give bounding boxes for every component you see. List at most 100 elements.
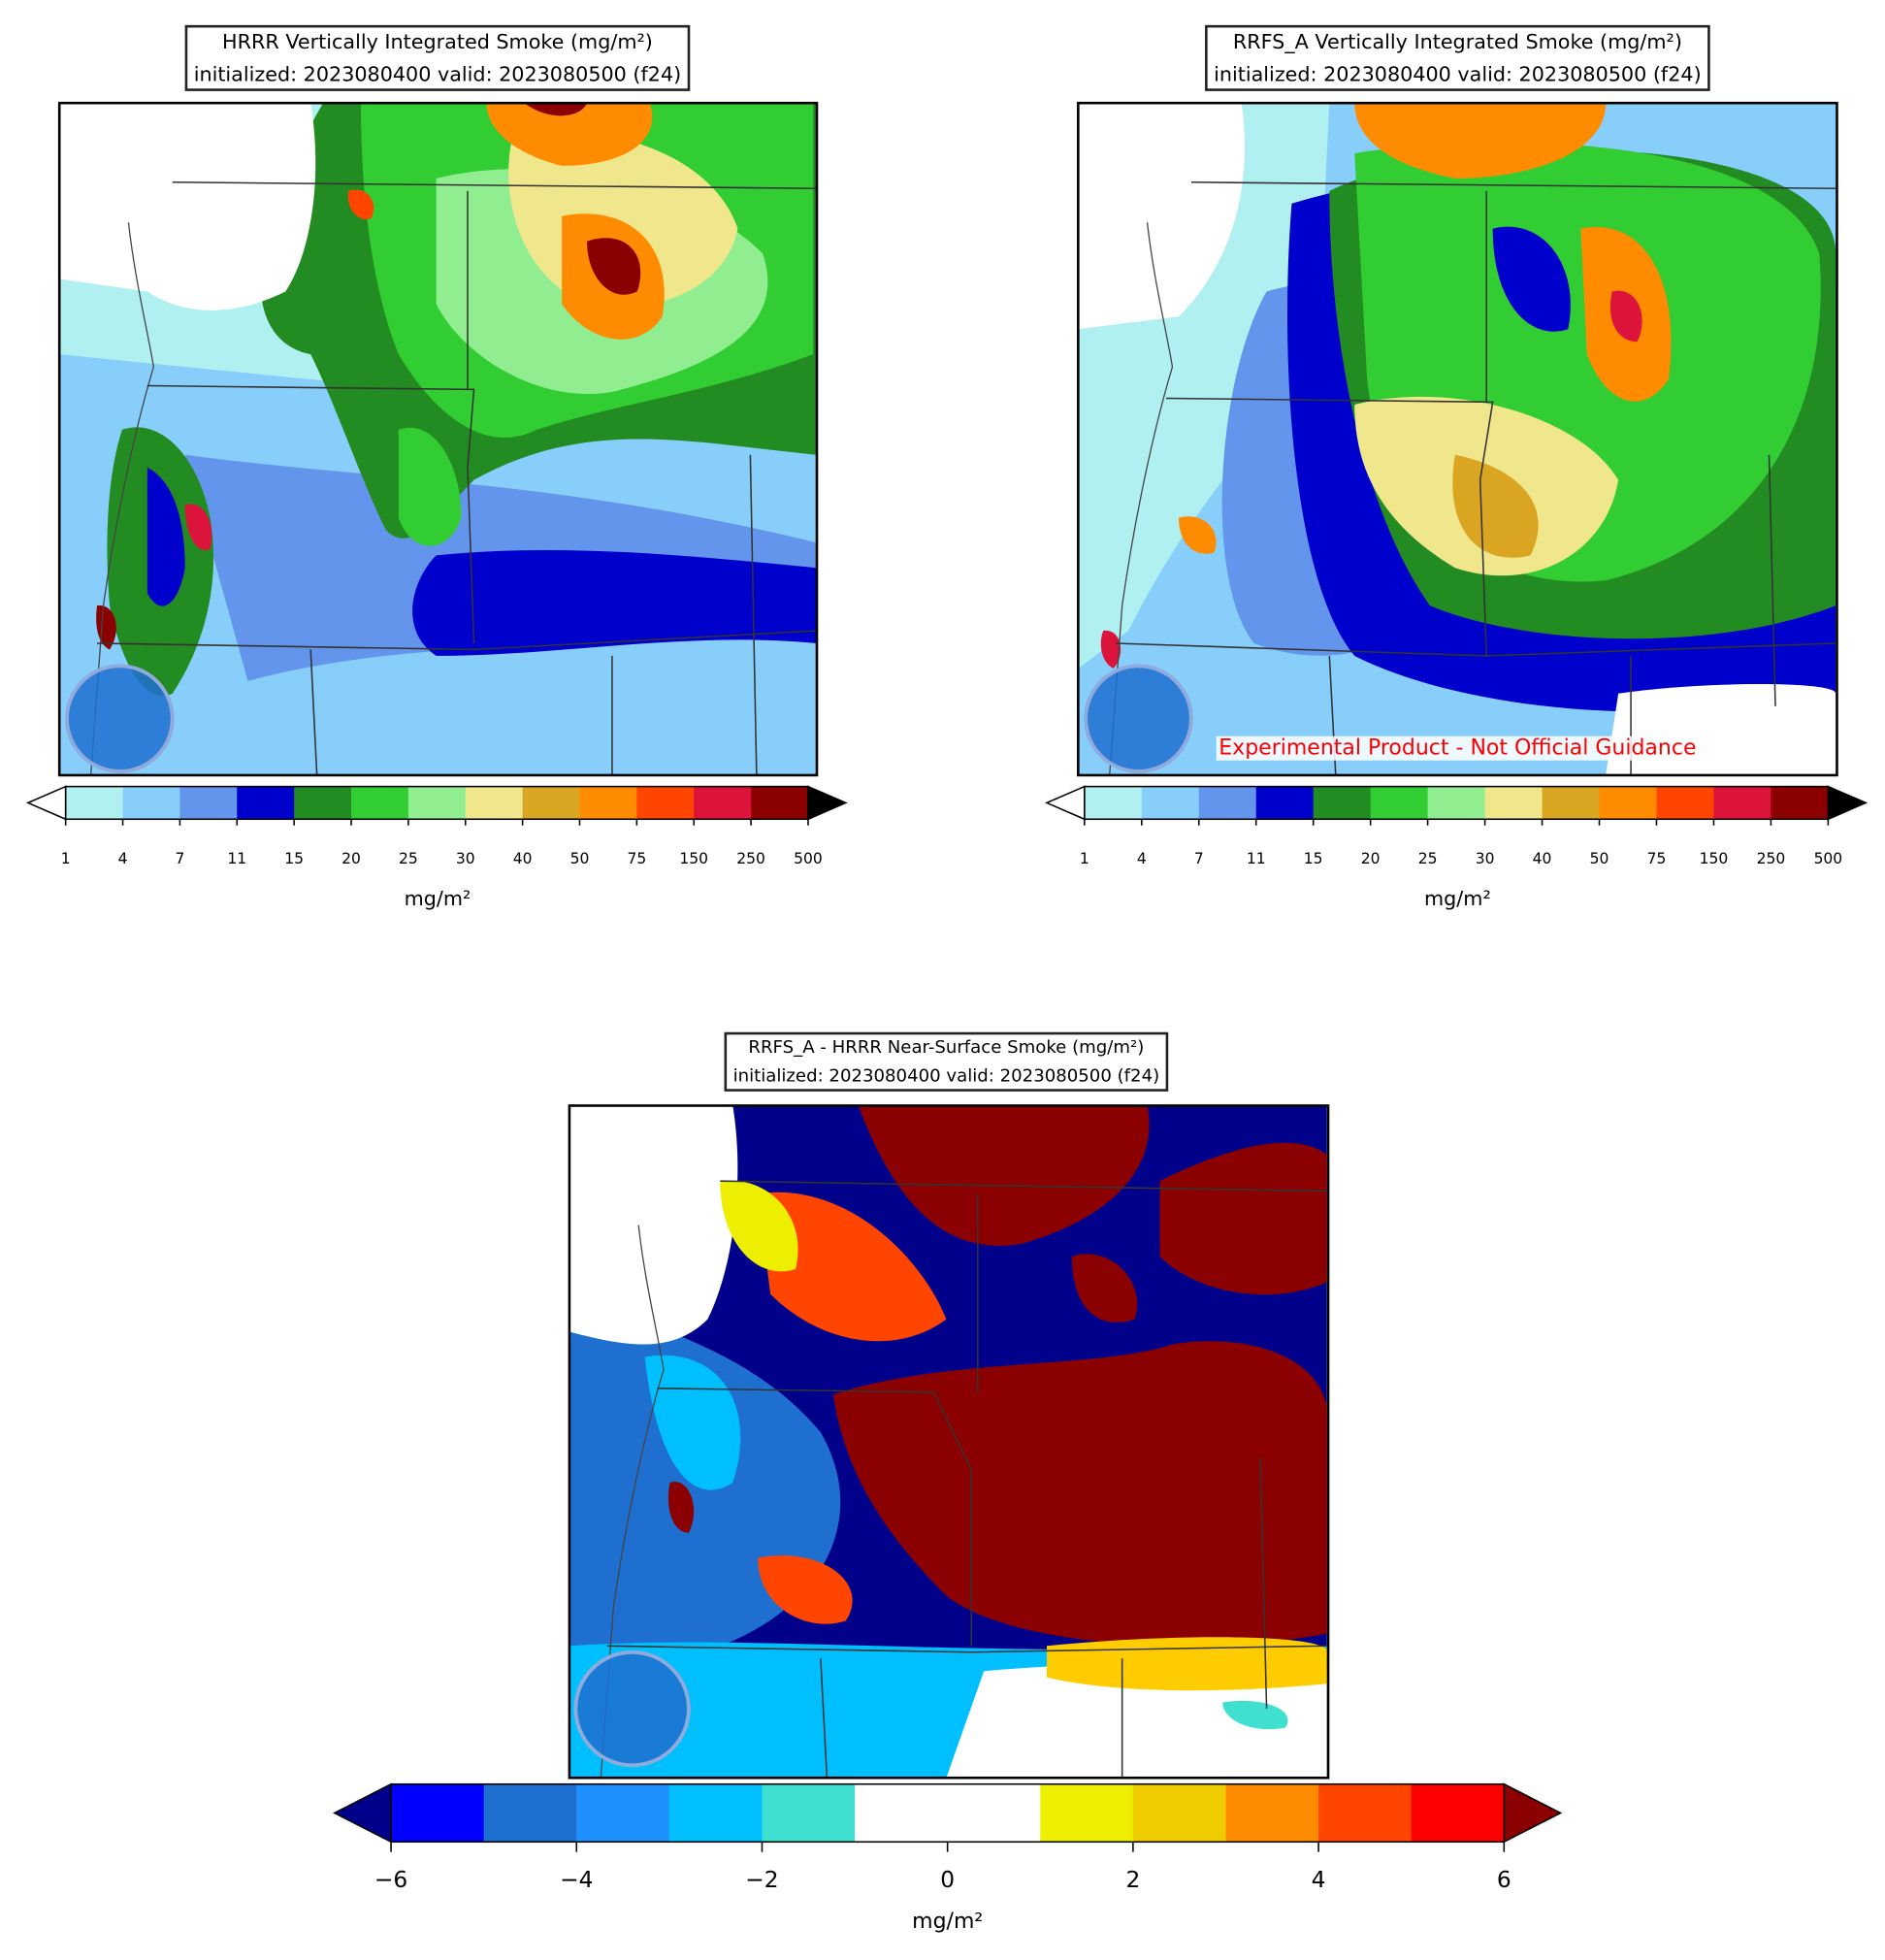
subtitle: initialized: 2023080400 valid: 202308050…: [1214, 63, 1702, 86]
colorbar-tick-label: 150: [679, 850, 708, 867]
colorbar-segment: [465, 786, 524, 820]
colorbar-tick-label: 2: [1125, 1867, 1140, 1893]
colorbar-extend-over: [807, 785, 848, 821]
colorbar-frame: [64, 785, 809, 821]
colorbar-tick-label: 4: [118, 850, 128, 867]
watermark-background: [1216, 735, 1700, 761]
map-hrrr: [59, 103, 818, 775]
colorbar-tick-label: 11: [1247, 850, 1266, 867]
colorbar-tick-label: 50: [1590, 850, 1609, 867]
colorbar-segment: [1599, 786, 1658, 820]
subtitle: initialized: 2023080400 valid: 202308050…: [733, 1066, 1160, 1087]
colorbar-segment: [483, 1783, 577, 1843]
map-frame: [568, 1104, 1330, 1780]
colorbar-tick-label: 4: [1312, 1867, 1326, 1893]
colorbar-tick-label: 7: [175, 850, 184, 867]
panel-title: RRFS_A Vertically Integrated Smoke (mg/m…: [1205, 24, 1710, 91]
colorbar-tick-label: 15: [1304, 850, 1323, 867]
title: RRFS_A - HRRR Near-Surface Smoke (mg/m²): [748, 1037, 1144, 1058]
colorbar-extend-over: [1503, 1782, 1563, 1844]
colorbar-tick-label: 20: [1361, 850, 1381, 867]
colorbar-tick-label: 50: [570, 850, 590, 867]
colorbar-segment: [1132, 1783, 1227, 1843]
colorbar-segment: [947, 1783, 1041, 1843]
colorbar-segment: [762, 1783, 856, 1843]
colorbar-tick-label: 75: [627, 850, 646, 867]
colorbar-segment: [1370, 786, 1429, 820]
colorbar-tick-label: 15: [284, 850, 304, 867]
colorbar-label: mg/m²: [405, 887, 471, 910]
title: RRFS_A Vertically Integrated Smoke (mg/m…: [1233, 30, 1682, 54]
colorbar-segment: [237, 786, 295, 820]
colorbar-segment: [1542, 786, 1601, 820]
colorbar-tick-label: 25: [399, 850, 418, 867]
title: HRRR Vertically Integrated Smoke (mg/m²): [222, 30, 653, 53]
colorbar-segment: [65, 786, 124, 820]
colorbar-segment: [579, 786, 637, 820]
colorbar-tick-label: −6: [374, 1867, 407, 1893]
colorbar-segment: [1484, 786, 1544, 820]
colorbar-segment: [636, 786, 695, 820]
colorbar-segment: [294, 786, 352, 820]
colorbar-extend-under: [333, 1782, 392, 1844]
map-frame: [1077, 101, 1838, 777]
map-frame: [57, 101, 819, 777]
colorbar-tick-label: 20: [341, 850, 361, 867]
colorbar-segment: [668, 1783, 764, 1843]
colorbar-segment: [1411, 1783, 1505, 1843]
colorbar-tick-label: 40: [513, 850, 533, 867]
colorbar-segment: [1141, 786, 1200, 820]
panel-title: HRRR Vertically Integrated Smoke (mg/m²)…: [184, 24, 691, 91]
map-rrfs: [1078, 103, 1836, 775]
colorbar-tick-label: 250: [736, 850, 765, 867]
subtitle: initialized: 2023080400 valid: 202308050…: [194, 63, 682, 86]
colorbar-tick-label: 1: [61, 850, 71, 867]
colorbar-tick-label: 250: [1757, 850, 1786, 867]
colorbar-tick-label: 7: [1194, 850, 1204, 867]
colorbar-tick-label: 40: [1533, 850, 1552, 867]
colorbar-segment: [407, 786, 467, 820]
colorbar-segment: [391, 1783, 485, 1843]
colorbar-tick-label: 500: [1814, 850, 1843, 867]
colorbar-segment: [1084, 786, 1143, 820]
colorbar-tick-label: 25: [1418, 850, 1438, 867]
colorbar-label: mg/m²: [1424, 887, 1491, 910]
colorbar-extend-over: [1827, 785, 1869, 821]
colorbar-tick-label: −4: [560, 1867, 593, 1893]
colorbar-segment: [694, 786, 752, 820]
colorbar-tick-label: 11: [227, 850, 246, 867]
colorbar-tick-label: 1: [1080, 850, 1089, 867]
colorbar-segment: [522, 786, 581, 820]
panel-title: RRFS_A - HRRR Near-Surface Smoke (mg/m²)…: [724, 1031, 1169, 1092]
colorbar-segment: [576, 1783, 670, 1843]
colorbar-tick-label: 6: [1497, 1867, 1511, 1893]
colorbar-segment: [179, 786, 238, 820]
colorbar-tick-label: 30: [456, 850, 475, 867]
colorbar-segment: [1771, 786, 1830, 820]
colorbar-segment: [122, 786, 181, 820]
colorbar-segment: [855, 1783, 949, 1843]
colorbar-extend-under: [25, 785, 67, 821]
colorbar-segment: [1198, 786, 1257, 820]
colorbar-segment: [1713, 786, 1772, 820]
colorbar-frame: [1084, 785, 1830, 821]
colorbar-segment: [1313, 786, 1372, 820]
colorbar-segment: [1427, 786, 1486, 820]
colorbar-tick-label: −2: [745, 1867, 778, 1893]
colorbar-segment: [1318, 1783, 1413, 1843]
colorbar-segment: [1040, 1783, 1134, 1843]
colorbar-tick-label: 500: [794, 850, 823, 867]
colorbar-segment: [751, 786, 809, 820]
watermark: Experimental Product - Not Official Guid…: [1219, 736, 1696, 761]
colorbar-tick-label: 0: [940, 1867, 955, 1893]
map-difference: [569, 1105, 1327, 1779]
colorbar-extend-under: [1045, 785, 1086, 821]
colorbar-segment: [351, 786, 409, 820]
colorbar-tick-label: 30: [1476, 850, 1495, 867]
colorbar-tick-label: 4: [1137, 850, 1147, 867]
colorbar-label: mg/m²: [912, 1910, 983, 1934]
colorbar-tick-label: 150: [1700, 850, 1729, 867]
colorbar-tick-label: 75: [1647, 850, 1667, 867]
colorbar-segment: [1225, 1783, 1319, 1843]
